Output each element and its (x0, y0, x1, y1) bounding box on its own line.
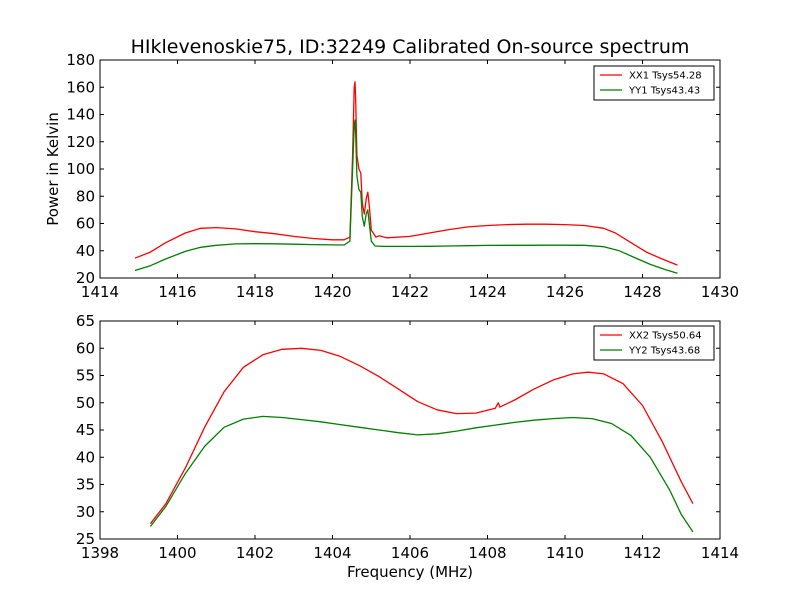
x-tick-label: 1408 (468, 544, 506, 562)
x-tick-label: 1422 (391, 283, 429, 301)
x-tick-label: 1414 (81, 283, 119, 301)
y-tick-label: 140 (66, 106, 95, 124)
x-tick-label: 1404 (313, 544, 351, 562)
y-tick-label: 40 (76, 242, 95, 260)
x-tick-label: 1420 (313, 283, 351, 301)
y-tick-label: 20 (76, 269, 95, 287)
y-tick-label: 60 (76, 215, 95, 233)
y-tick-label: 180 (66, 51, 95, 69)
x-axis-label: Frequency (MHz) (347, 563, 473, 581)
x-tick-label: 1412 (623, 544, 661, 562)
series-line-1-2 (134, 119, 678, 274)
legend-box (593, 65, 715, 101)
series-line-2-2 (149, 415, 694, 533)
x-tick-label: 1424 (468, 283, 506, 301)
series-line-1-1 (134, 81, 678, 266)
y-tick-label: 160 (66, 78, 95, 96)
bottom-plot-panel: 1398 1400 1402 1404 1406 1408 1410 1412 1414 25 30… (76, 312, 739, 562)
x-tick-label: 1416 (158, 283, 196, 301)
series-line-2-1 (149, 347, 694, 525)
y-tick-label: 50 (76, 394, 95, 412)
x-tick-label: 1430 (701, 283, 739, 301)
top-plot-panel: 1414 1416 1418 1420 1422 1424 1426 1428 1430 20 40… (66, 51, 739, 301)
y-tick-label: 65 (76, 312, 95, 330)
y-tick-label: 80 (76, 187, 95, 205)
y-tick-label: 45 (76, 421, 95, 439)
legend-box (593, 325, 715, 361)
y-tick-label: 120 (66, 133, 95, 151)
legend-label: YY2 Tsys43.68 (628, 346, 700, 357)
x-tick-label: 1406 (391, 544, 429, 562)
legend-label: YY1 Tsys43.43 (628, 86, 700, 97)
legend-label: XX2 Tsys50.64 (629, 331, 702, 342)
x-tick-label: 1400 (158, 544, 196, 562)
legend-label: XX1 Tsys54.28 (629, 71, 702, 82)
legend: XX1 Tsys54.28 YY1 Tsys43.43 (593, 65, 715, 101)
y-tick-label: 100 (66, 160, 95, 178)
chart-title: HIklevenoskie75, ID:32249 Calibrated On-… (131, 36, 690, 58)
x-tick-label: 1418 (236, 283, 274, 301)
y-tick-label: 25 (76, 530, 95, 548)
x-tick-label: 1402 (236, 544, 274, 562)
x-tick-label: 1426 (546, 283, 584, 301)
y-tick-label: 35 (76, 476, 95, 494)
y-tick-label: 30 (76, 503, 95, 521)
x-tick-label: 1414 (701, 544, 739, 562)
y-tick-label: 60 (76, 339, 95, 357)
legend: XX2 Tsys50.64 YY2 Tsys43.68 (593, 325, 715, 361)
x-tick-label: 1410 (546, 544, 584, 562)
y-tick-label: 55 (76, 367, 95, 385)
top-y-axis-label: Power in Kelvin (44, 112, 62, 226)
y-tick-label: 40 (76, 448, 95, 466)
x-tick-label: 1398 (81, 544, 119, 562)
x-tick-label: 1428 (623, 283, 661, 301)
